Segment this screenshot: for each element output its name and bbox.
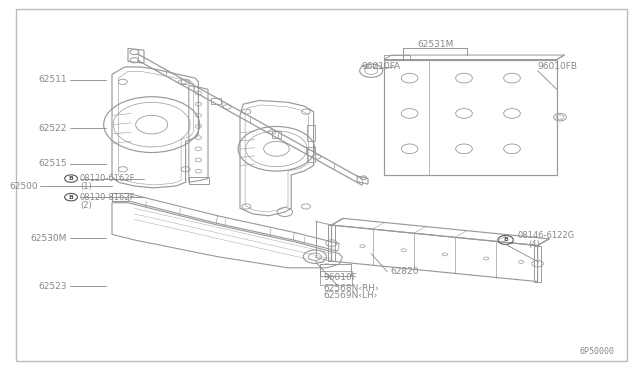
Text: (2): (2)	[80, 201, 92, 210]
Bar	[320, 271, 352, 285]
Bar	[534, 246, 541, 282]
Text: B: B	[503, 237, 508, 243]
Text: (1): (1)	[80, 182, 92, 191]
Text: 08146-6122G: 08146-6122G	[517, 231, 574, 240]
Text: 62531M: 62531M	[417, 40, 453, 49]
Text: 62820: 62820	[390, 267, 419, 276]
Text: B: B	[68, 176, 74, 181]
Text: 6P50000: 6P50000	[579, 347, 614, 356]
Bar	[320, 264, 351, 276]
Text: 62530M: 62530M	[31, 234, 67, 243]
Text: 62568N‹RH›: 62568N‹RH›	[323, 284, 379, 293]
Text: 62523: 62523	[38, 282, 67, 291]
Bar	[211, 97, 221, 104]
Text: (4): (4)	[528, 240, 540, 249]
Text: 08120-6162F: 08120-6162F	[80, 174, 136, 183]
Text: B: B	[68, 195, 74, 200]
Text: 62569N‹LH›: 62569N‹LH›	[323, 291, 378, 300]
Text: 62511: 62511	[38, 76, 67, 84]
Text: 62522: 62522	[39, 124, 67, 133]
Bar	[272, 131, 282, 138]
Text: 08120-8162F: 08120-8162F	[80, 193, 136, 202]
Bar	[307, 147, 315, 162]
Text: 96010FA: 96010FA	[362, 62, 401, 71]
Bar	[328, 225, 335, 261]
Text: 96010F: 96010F	[323, 273, 357, 282]
Text: 62500: 62500	[10, 182, 38, 190]
Text: 62515: 62515	[38, 159, 67, 168]
Bar	[189, 177, 209, 184]
Text: 96010FB: 96010FB	[538, 62, 578, 71]
Bar	[384, 55, 410, 60]
Bar	[307, 125, 315, 141]
